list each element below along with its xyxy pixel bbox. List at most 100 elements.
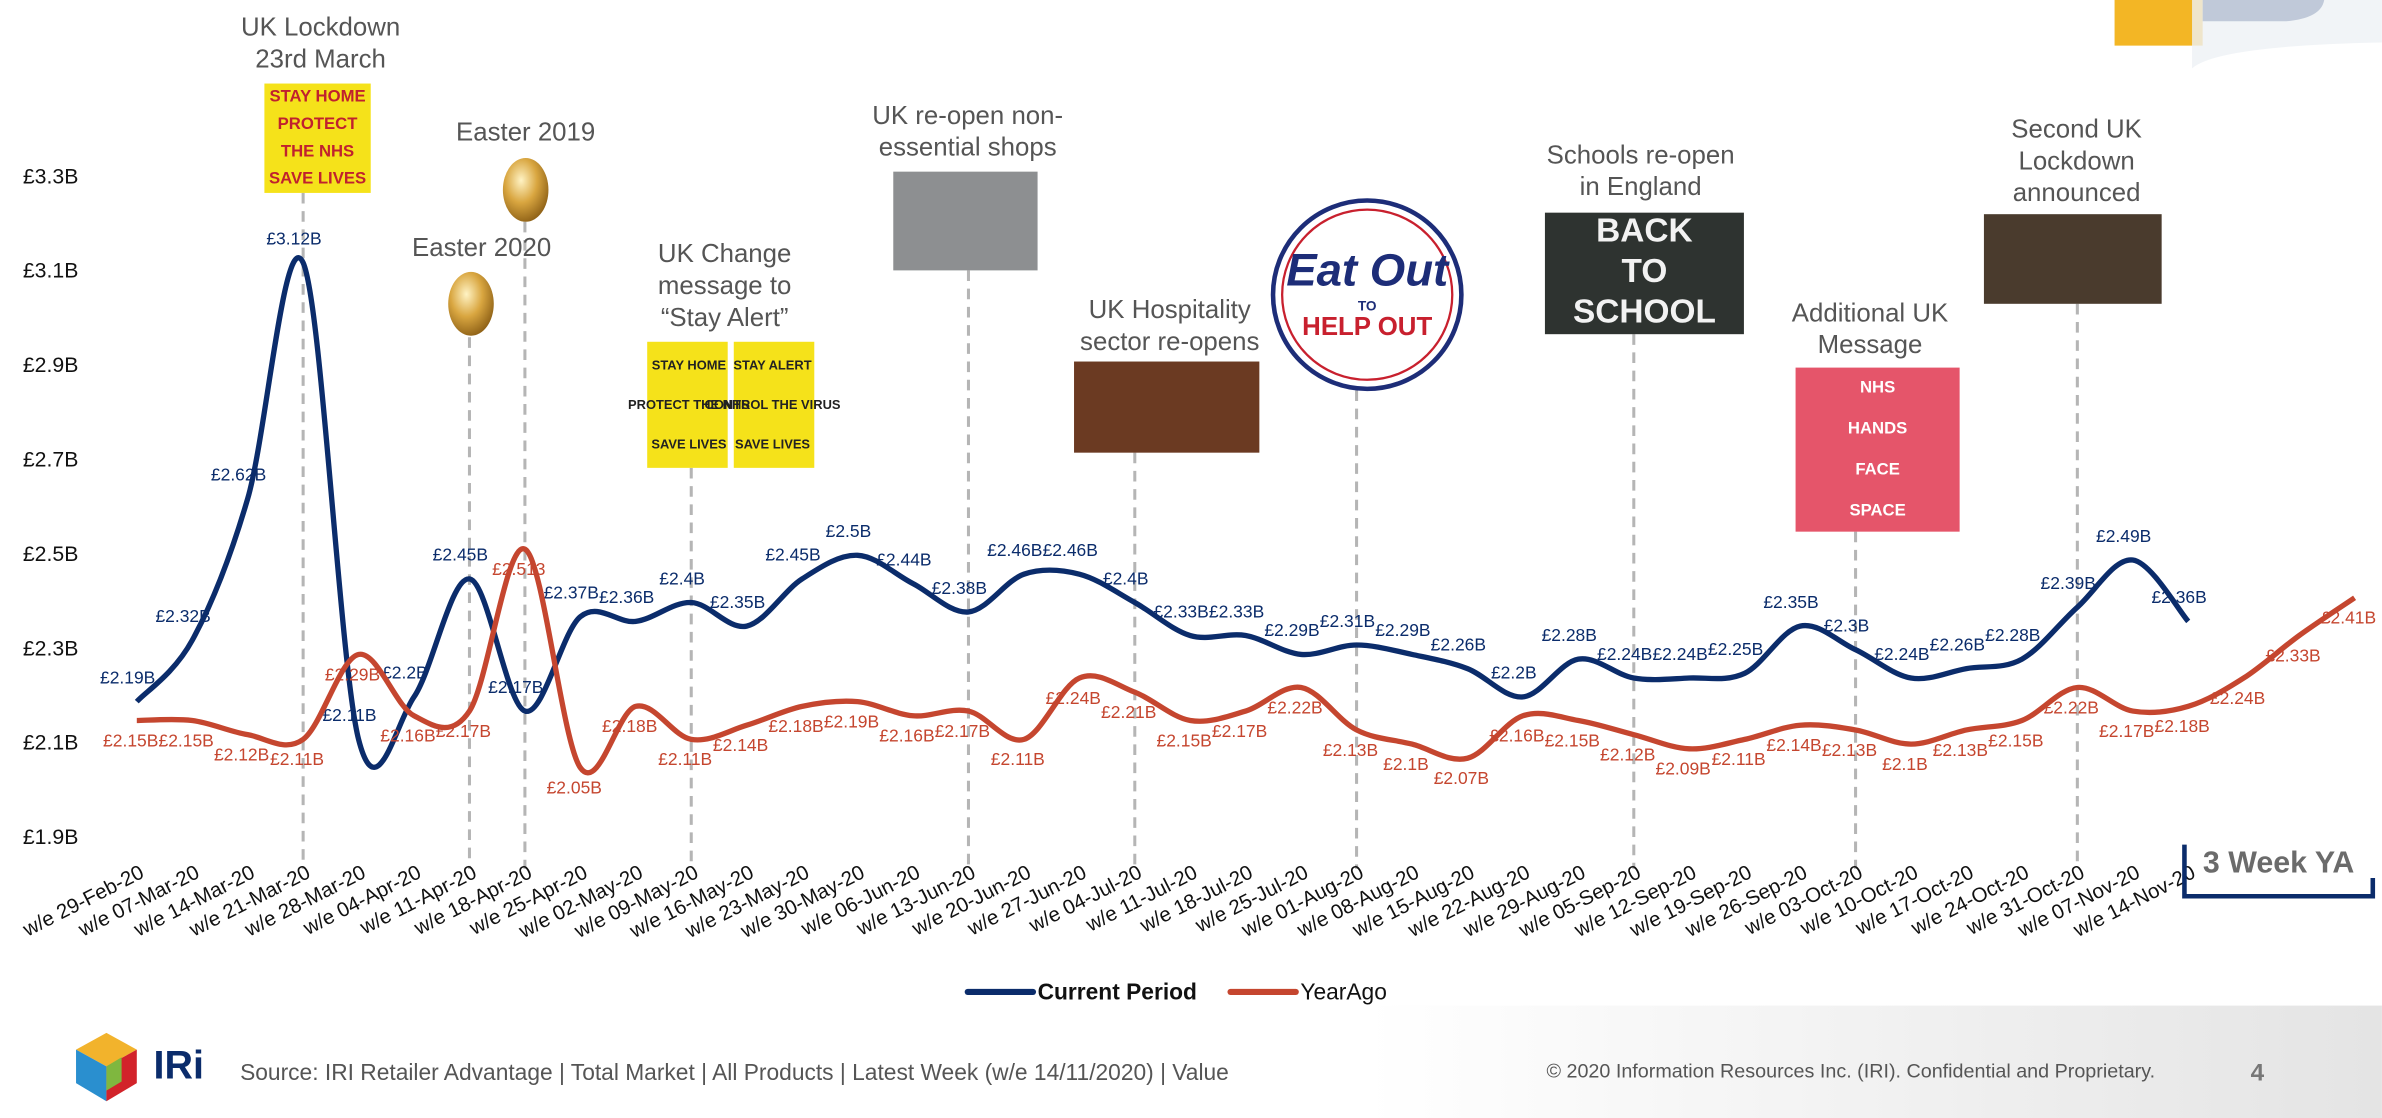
legend-label: YearAgo	[1300, 978, 1387, 1004]
event-label: Easter 2019	[456, 119, 595, 147]
value-label: £2.45B	[765, 545, 820, 565]
value-label: £2.29B	[325, 664, 380, 684]
footer-source: Source: IRI Retailer Advantage | Total M…	[240, 1059, 1229, 1085]
image-text: PROTECT THE NHS	[628, 397, 750, 412]
series-line	[136, 546, 2357, 776]
event-image	[1795, 367, 1960, 532]
image-text: THE NHS	[281, 141, 354, 160]
event-image	[264, 83, 371, 193]
egg	[502, 157, 549, 222]
value-label: £2.36B	[2151, 587, 2206, 607]
value-label: £2.29B	[1375, 620, 1430, 640]
event-label: Schools re-open	[1547, 141, 1735, 169]
event-label: UK Hospitality	[1089, 296, 1251, 324]
event-badge-ring	[1281, 208, 1454, 381]
y-tick-label: £1.9B	[23, 825, 79, 849]
value-label: £2.17B	[436, 721, 491, 741]
event-image	[1544, 212, 1744, 335]
y-tick-label: £2.9B	[23, 353, 79, 377]
value-label: £2.62B	[211, 464, 266, 484]
value-label: £2.2B	[1491, 663, 1537, 683]
value-label: £2.13B	[1822, 740, 1877, 760]
image-text: SCHOOL	[1573, 294, 1716, 331]
event-badge	[1270, 198, 1464, 392]
image-text: NHS	[1860, 378, 1895, 397]
value-label: £2.17B	[1212, 721, 1267, 741]
legend-label: Current Period	[1038, 978, 1197, 1004]
value-label: £2.07B	[1434, 768, 1489, 788]
value-label: £2.14B	[1766, 735, 1821, 755]
y-tick-label: £3.1B	[23, 259, 79, 283]
value-label: £2.15B	[1157, 730, 1212, 750]
value-label: £2.11B	[1712, 749, 1766, 769]
value-label: £2.3B	[1824, 616, 1870, 636]
value-label: £2.15B	[1545, 730, 1600, 750]
value-label: £2.41B	[2321, 608, 2376, 628]
image-text: SAVE LIVES	[735, 436, 810, 451]
page-number: 4	[2251, 1059, 2265, 1086]
value-label: £2.25B	[1708, 639, 1763, 659]
value-label: £2.1B	[1383, 754, 1429, 774]
value-label: £2.4B	[1103, 568, 1149, 588]
event-label: 23rd March	[255, 46, 386, 74]
event-image	[733, 341, 815, 468]
y-tick-label: £2.7B	[23, 448, 79, 472]
value-label: £2.18B	[768, 716, 823, 736]
y-tick-label: £2.5B	[23, 542, 79, 566]
event-label: sector re-opens	[1080, 328, 1259, 356]
event-label: UK re-open non-	[872, 102, 1063, 130]
value-label: £2.36B	[599, 587, 654, 607]
image-text: SAVE LIVES	[651, 436, 726, 451]
event-image	[647, 341, 728, 468]
event-label: essential shops	[879, 134, 1057, 162]
value-label: £2.24B	[1874, 644, 1929, 664]
value-label: £2.26B	[1431, 634, 1486, 654]
image-text: STAY ALERT	[733, 357, 811, 372]
event-image	[1983, 214, 2162, 304]
footer-copyright: © 2020 Information Resources Inc. (IRI).…	[1546, 1061, 2155, 1083]
note-box-text: 3 Week YA	[2203, 845, 2354, 879]
image-text: TO	[1358, 298, 1377, 313]
value-label: £2.13B	[1323, 740, 1378, 760]
value-label: £2.19B	[824, 712, 879, 732]
value-label: £2.11B	[991, 749, 1045, 769]
value-label: £2.38B	[932, 578, 987, 598]
value-label: £2.29B	[1264, 620, 1319, 640]
value-label: £2.39B	[2041, 573, 2096, 593]
value-label: £2.26B	[1930, 634, 1985, 654]
value-label: £2.24B	[1652, 644, 1707, 664]
value-label: £2.18B	[2154, 716, 2209, 736]
value-label: £2.17B	[488, 677, 543, 697]
event-label: Lockdown	[2018, 147, 2134, 175]
value-label: £2.11B	[270, 749, 324, 769]
value-label: £2.12B	[214, 745, 269, 765]
event-label: Additional UK	[1792, 299, 1948, 327]
value-label: £2.05B	[547, 778, 602, 798]
value-label: £2.19B	[100, 667, 155, 687]
value-label: £2.17B	[935, 721, 990, 741]
value-label: £2.37B	[544, 582, 599, 602]
event-label: announced	[2013, 179, 2141, 207]
annotations: UK Lockdown 23rd March STAY HOME PROTECT THE…	[241, 14, 2162, 869]
value-label: £2.11B	[322, 705, 376, 725]
footer-band	[1367, 1005, 2382, 1118]
value-label: £2.28B	[1985, 625, 2040, 645]
image-text: PROTECT	[278, 114, 359, 133]
value-label: £2.46B	[1043, 540, 1098, 560]
value-label: £2.46B	[987, 540, 1042, 560]
footer: IRi Source: IRI Retailer Advantage | Tot…	[76, 1032, 2265, 1102]
note-box: 3 Week YA	[2182, 844, 2376, 899]
event-label: Easter 2020	[412, 234, 551, 262]
value-label: £2.16B	[1489, 726, 1544, 746]
value-label: £2.35B	[710, 592, 765, 612]
value-label: £2.18B	[602, 716, 657, 736]
value-label: £2.15B	[103, 730, 158, 750]
value-label: £2.49B	[2096, 526, 2151, 546]
value-label: £2.33B	[1153, 601, 1208, 621]
image-text: TO	[1622, 253, 1668, 290]
event-label: message to	[658, 272, 791, 300]
image-text: STAY HOME	[269, 87, 365, 106]
value-label: £2.13B	[1933, 740, 1988, 760]
value-label: £2.14B	[713, 735, 768, 755]
